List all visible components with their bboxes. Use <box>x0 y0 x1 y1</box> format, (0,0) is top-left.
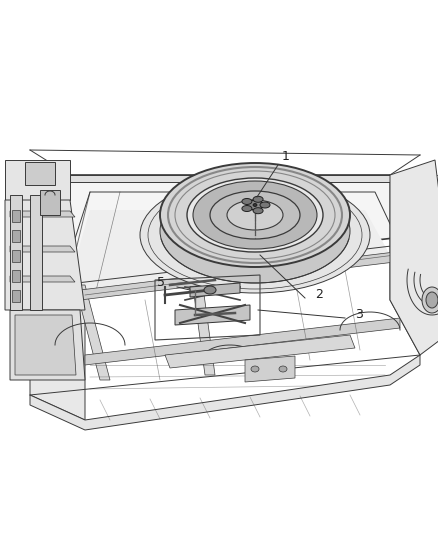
Ellipse shape <box>160 163 350 267</box>
Ellipse shape <box>251 366 259 372</box>
Ellipse shape <box>187 178 323 252</box>
Polygon shape <box>12 230 20 242</box>
Polygon shape <box>30 195 42 310</box>
Polygon shape <box>80 252 395 300</box>
Polygon shape <box>12 210 20 222</box>
Ellipse shape <box>140 177 370 293</box>
Polygon shape <box>30 175 420 280</box>
Ellipse shape <box>260 202 270 208</box>
Text: 3: 3 <box>355 309 363 321</box>
Polygon shape <box>30 280 85 420</box>
Ellipse shape <box>253 208 263 214</box>
Polygon shape <box>5 160 70 200</box>
Text: 1: 1 <box>282 150 290 163</box>
Polygon shape <box>25 162 55 185</box>
Text: 5: 5 <box>157 276 165 288</box>
Polygon shape <box>10 276 75 282</box>
Polygon shape <box>10 195 22 310</box>
Ellipse shape <box>193 181 317 249</box>
Ellipse shape <box>204 286 216 294</box>
Polygon shape <box>5 200 85 310</box>
Polygon shape <box>15 315 76 375</box>
Polygon shape <box>190 265 215 375</box>
Ellipse shape <box>160 179 350 283</box>
Ellipse shape <box>247 200 263 210</box>
Polygon shape <box>190 283 240 297</box>
Polygon shape <box>12 270 20 282</box>
Polygon shape <box>75 285 110 380</box>
Polygon shape <box>390 175 420 355</box>
Polygon shape <box>245 356 295 382</box>
Polygon shape <box>30 355 420 430</box>
Polygon shape <box>85 318 400 365</box>
Polygon shape <box>65 210 390 295</box>
Ellipse shape <box>210 191 300 239</box>
Polygon shape <box>390 160 438 355</box>
Ellipse shape <box>279 366 287 372</box>
Ellipse shape <box>242 206 252 212</box>
Polygon shape <box>10 246 75 252</box>
Ellipse shape <box>422 287 438 313</box>
Ellipse shape <box>253 204 257 206</box>
Polygon shape <box>10 211 75 217</box>
Polygon shape <box>12 250 20 262</box>
Ellipse shape <box>253 196 263 203</box>
Polygon shape <box>10 310 85 380</box>
Ellipse shape <box>242 198 252 205</box>
Polygon shape <box>70 175 390 182</box>
Ellipse shape <box>227 200 283 230</box>
Polygon shape <box>175 305 250 325</box>
Polygon shape <box>12 290 20 302</box>
Polygon shape <box>40 190 60 215</box>
Polygon shape <box>165 335 355 368</box>
Ellipse shape <box>426 292 438 308</box>
Text: 2: 2 <box>315 288 323 302</box>
